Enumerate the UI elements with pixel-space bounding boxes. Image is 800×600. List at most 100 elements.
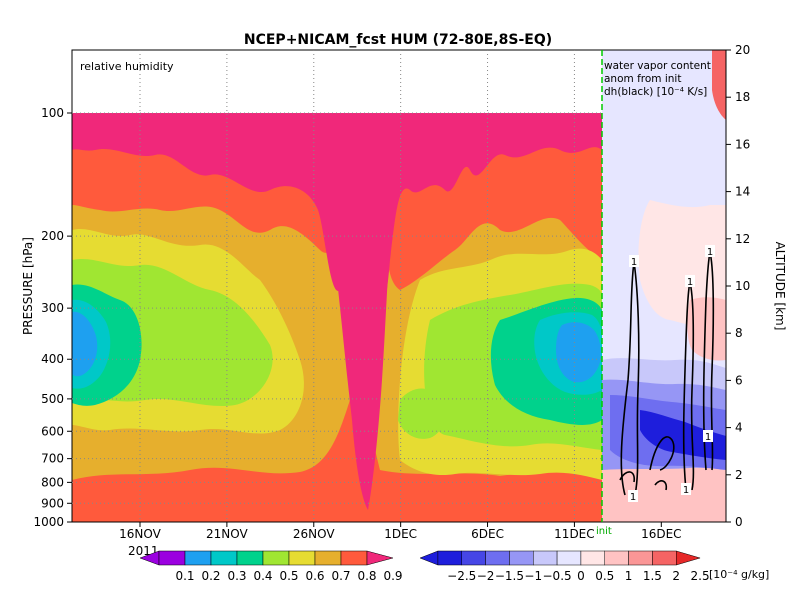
pressure-tick-label: 1000	[33, 515, 64, 529]
altitude-tick-label: 14	[735, 185, 750, 199]
colorbar-extend-low	[419, 550, 439, 566]
contour-label: 1	[631, 257, 637, 268]
pressure-tick-label: 400	[41, 352, 64, 366]
colorbar-level-label: 0.7	[331, 569, 350, 583]
altitude-tick-label: 0	[735, 515, 743, 529]
colorbar-level-label: 0.5	[279, 569, 298, 583]
rh-band-0.5-center	[398, 388, 446, 439]
colorbar-level-label: −0.5	[543, 569, 572, 583]
altitude-tick-label: 18	[735, 90, 750, 104]
contour-label: 1	[683, 485, 689, 496]
altitude-tick-label: 6	[735, 373, 743, 387]
colorbar-level-label: −2.5	[447, 569, 476, 583]
pressure-tick-label: 700	[41, 452, 64, 466]
pressure-tick-label: 500	[41, 392, 64, 406]
pressure-tick-label: 600	[41, 424, 64, 438]
altitude-tick-label: 16	[735, 137, 750, 151]
colorbar-level-label: 0.9	[383, 569, 402, 583]
contour-label: 1	[705, 432, 711, 443]
rh-heatmap	[72, 50, 602, 522]
colorbar-swatch	[340, 550, 368, 566]
time-tick-label: 16DEC	[641, 527, 681, 541]
contour-label-bg	[628, 490, 638, 502]
contour-label-bg	[681, 483, 691, 495]
colorbar-swatch	[184, 550, 212, 566]
pressure-tick-label: 100	[41, 106, 64, 120]
colorbar-swatch	[604, 550, 629, 566]
colorbar-swatch	[580, 550, 606, 566]
colorbar-level-label: −1	[524, 569, 542, 583]
altitude-axis-label: ALTITUDE [km]	[773, 242, 787, 331]
colorbar-level-label: −1.5	[495, 569, 524, 583]
colorbar-swatch	[533, 550, 558, 566]
left-panel-label: relative humidity	[80, 60, 174, 73]
altitude-tick-label: 20	[735, 43, 750, 57]
rh-band-0.2-left	[72, 311, 98, 377]
time-tick-label: 1DEC	[384, 527, 417, 541]
colorbar-extend-high	[676, 550, 701, 566]
altitude-tick-label: 10	[735, 279, 750, 293]
colorbar-level-label: 2	[672, 569, 680, 583]
colorbar-level-label: 0	[577, 569, 585, 583]
wv-anomaly-panel	[602, 50, 726, 522]
wv-colorbar: −2.5 −2 −1.5 −1 −0.5 0 0.5 1 1.5 2 2.5	[419, 550, 710, 583]
wv-anom-positive-upper-2	[687, 297, 726, 361]
colorbar-level-label: 0.1	[175, 569, 194, 583]
time-tick-label: 21NOV	[206, 527, 248, 541]
altitude-tick-label: 4	[735, 421, 743, 435]
wv-colorbar-unit: [10⁻⁴ g/kg]	[709, 568, 769, 581]
colorbar-level-label: 0.2	[201, 569, 220, 583]
colorbar-extend-high	[366, 550, 394, 566]
time-tick-label: 6DEC	[471, 527, 504, 541]
contour-label: 1	[707, 247, 713, 258]
init-label: init	[596, 526, 612, 537]
pressure-tick-label: 900	[41, 496, 64, 510]
contour-label: 1	[630, 492, 636, 503]
colorbar-level-label: 0.4	[253, 569, 272, 583]
colorbar-level-label: 0.3	[227, 569, 246, 583]
colorbar-level-label: 0.8	[357, 569, 376, 583]
colorbar-swatch	[158, 550, 186, 566]
right-panel-label-3: dh(black) [10⁻⁴ K/s]	[604, 86, 707, 98]
pressure-tick-label: 800	[41, 475, 64, 489]
colorbar-swatch	[236, 550, 264, 566]
altitude-tick-label: 12	[735, 232, 750, 246]
colorbar-swatch	[210, 550, 238, 566]
colorbar-swatch	[509, 550, 534, 566]
altitude-tick-label: 2	[735, 468, 743, 482]
colorbar-level-label: 2.5	[691, 569, 710, 583]
colorbar-level-label: 1	[625, 569, 633, 583]
colorbar-level-label: 1.5	[643, 569, 662, 583]
colorbar-level-label: −2	[477, 569, 495, 583]
pressure-axis: 100 200 300 400 500 600 700 800 900 1000	[33, 106, 72, 529]
colorbar-swatch	[556, 550, 582, 566]
contour-label-bg	[705, 245, 715, 257]
colorbar-swatch	[437, 550, 462, 566]
altitude-tick-label: 8	[735, 326, 743, 340]
colorbar-swatch	[314, 550, 342, 566]
colorbar-swatch	[262, 550, 290, 566]
contour-label-bg	[629, 255, 639, 267]
right-panel-label-2: anom from init	[604, 73, 681, 85]
pressure-axis-label: PRESSURE [hPa]	[21, 237, 35, 335]
time-tick-label: 16NOV	[119, 527, 161, 541]
colorbar-swatch	[628, 550, 653, 566]
contour-label: 1	[687, 277, 693, 288]
colorbar-swatch	[485, 550, 510, 566]
rh-band-0.9-column	[330, 220, 392, 510]
wv-anom-low-positive	[602, 467, 726, 522]
chart-title: NCEP+NICAM_fcst HUM (72-80E,8S-EQ)	[244, 32, 552, 48]
pressure-tick-label: 300	[41, 301, 64, 315]
colorbar-level-label: 0.6	[305, 569, 324, 583]
altitude-axis: 0 2 4 6 8 10 12 14 16 18 20	[726, 43, 750, 529]
time-axis: 16NOV 21NOV 26NOV 1DEC 6DEC 11DEC 16DEC	[119, 522, 682, 541]
contour-label-bg	[703, 430, 713, 442]
contour-label-bg	[685, 275, 695, 287]
left-gridlines	[72, 50, 602, 522]
colorbar-level-label: 0.5	[595, 569, 614, 583]
right-panel-label-1: water vapor content	[604, 60, 711, 72]
rh-colorbar: 0.1 0.2 0.3 0.4 0.5 0.6 0.7 0.8 0.9	[139, 550, 403, 583]
pressure-tick-label: 200	[41, 229, 64, 243]
time-tick-label: 26NOV	[293, 527, 335, 541]
